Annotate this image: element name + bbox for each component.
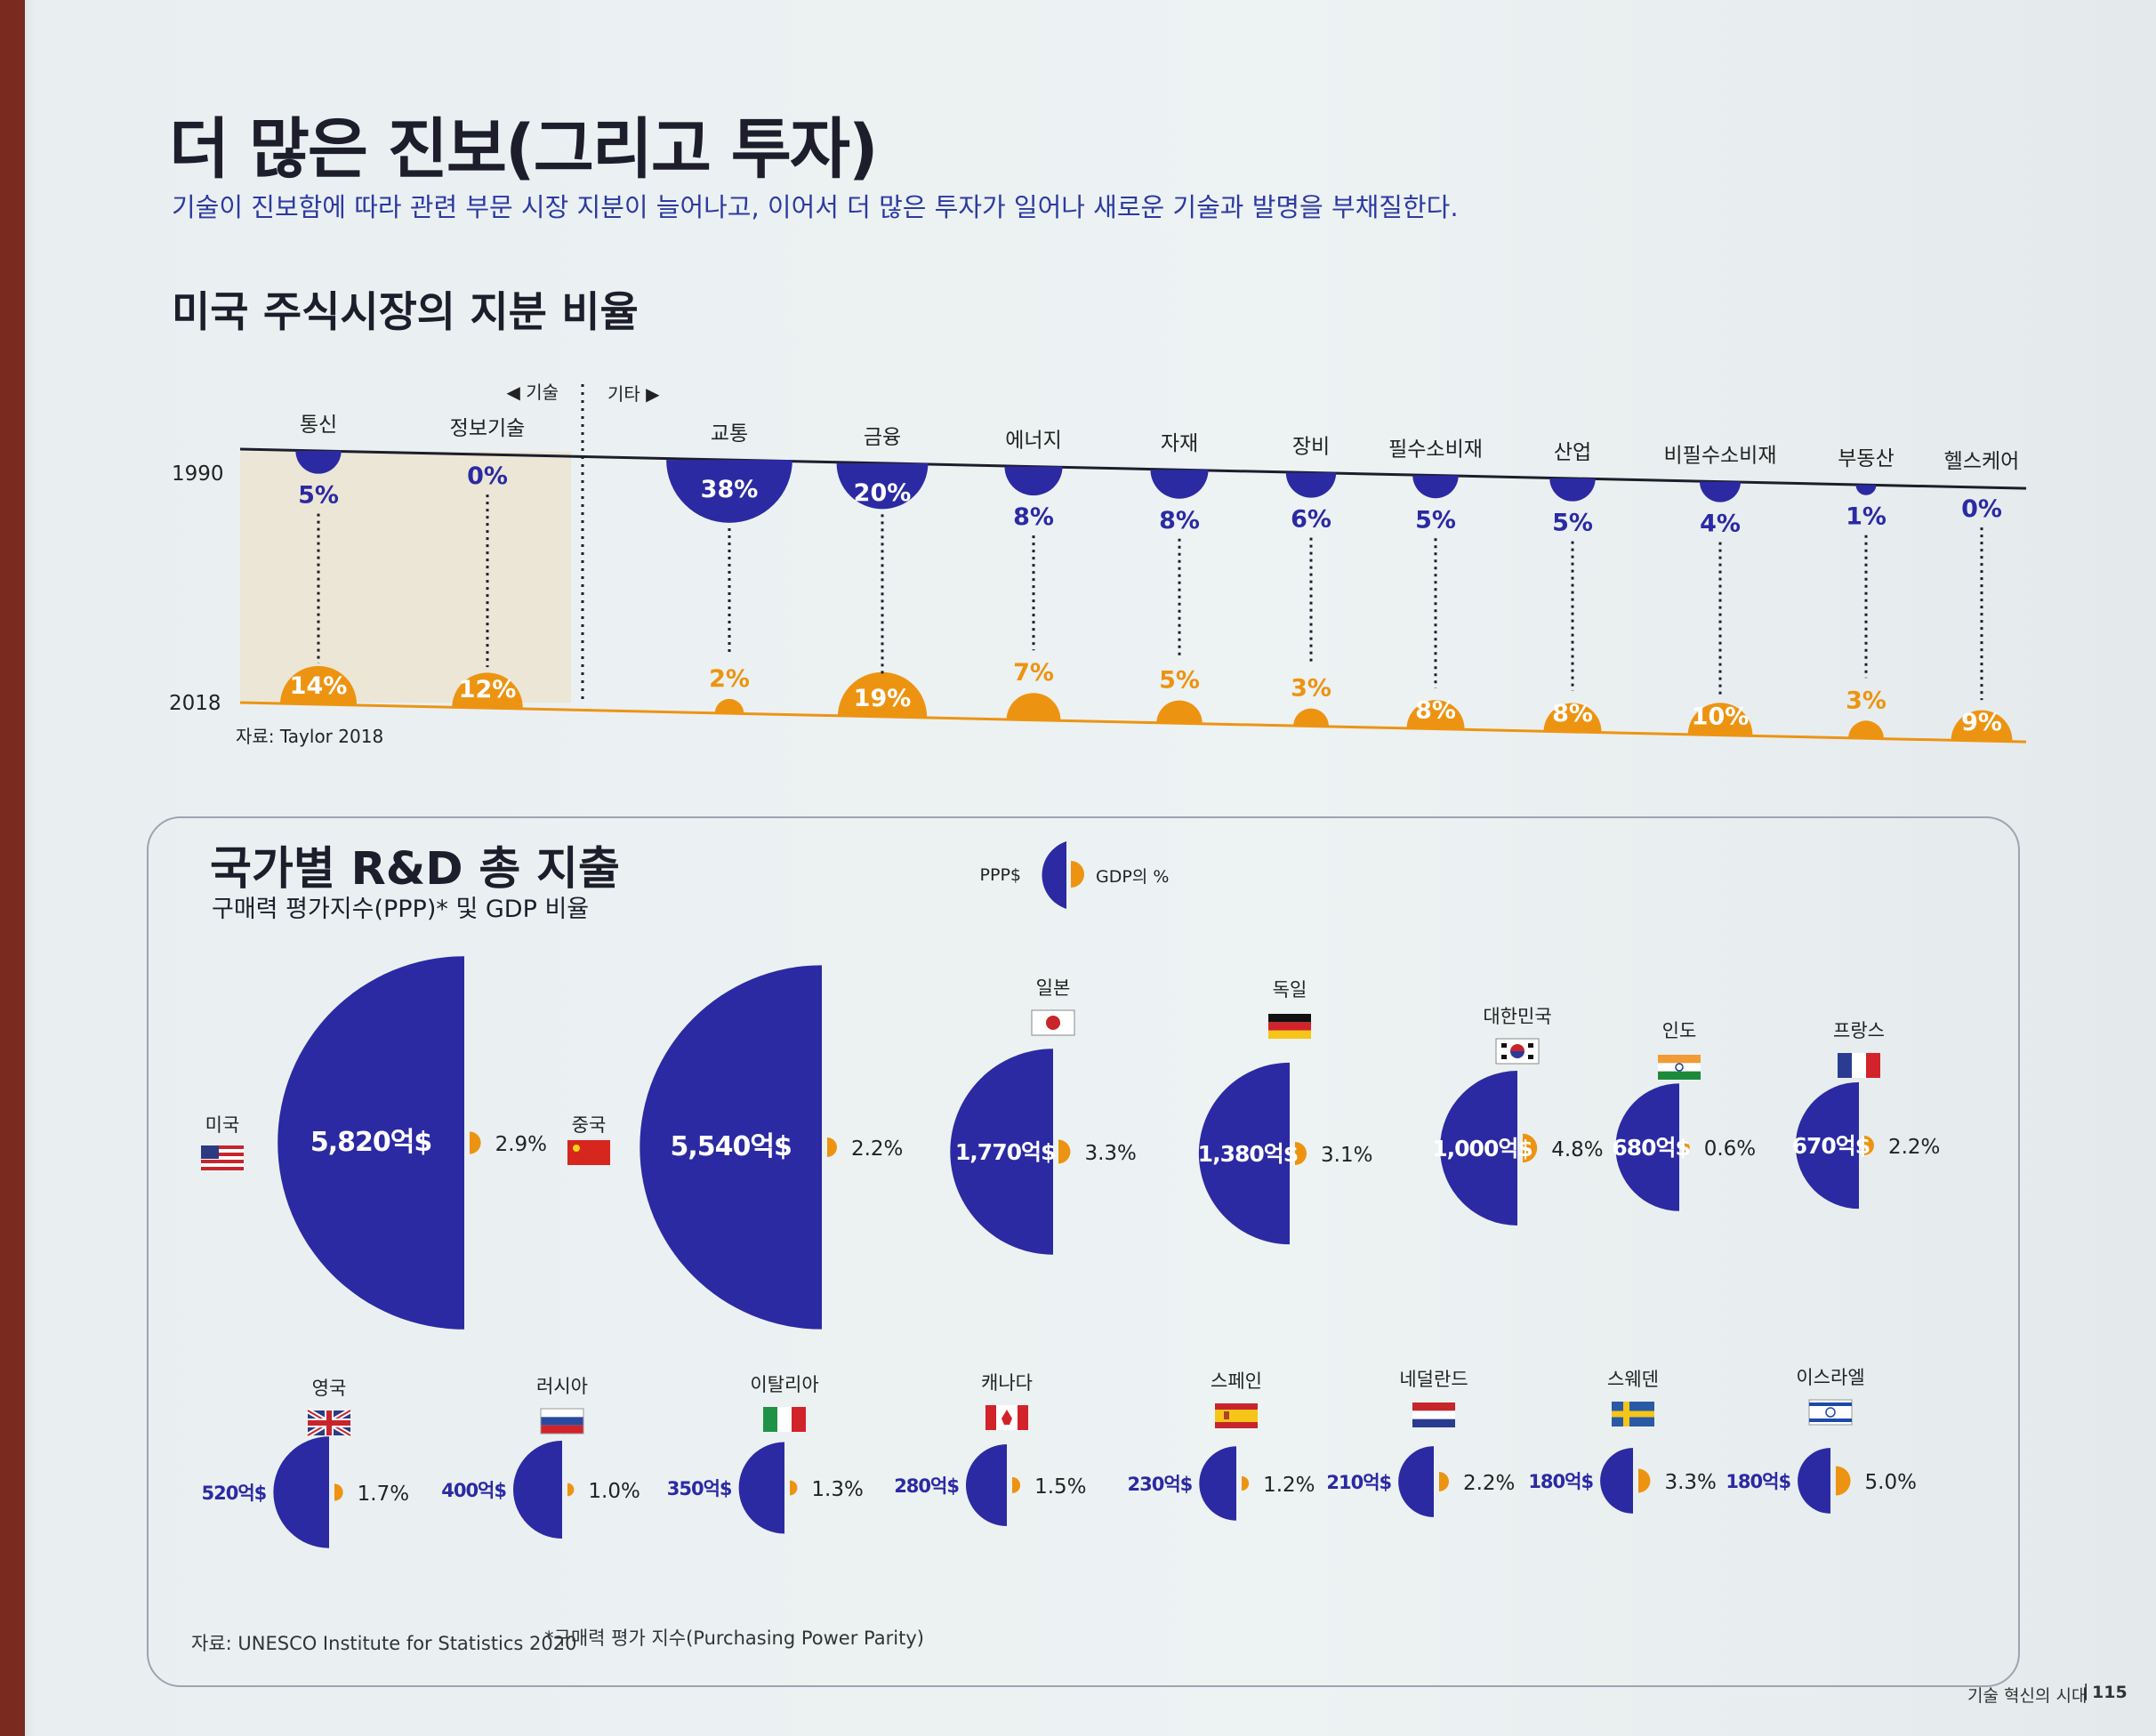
bar-2018: [452, 672, 523, 709]
data-label-1990: 6%: [1291, 506, 1331, 534]
book-spine: [0, 0, 25, 1736]
category-label: 정보기술: [450, 417, 526, 440]
bar-1990: [1004, 466, 1063, 496]
bar-2018: [1156, 700, 1203, 724]
data-label-2018: 3%: [1846, 687, 1886, 714]
data-label-1990: 0%: [1961, 495, 2002, 523]
category-label: 통신: [300, 414, 337, 437]
data-label-2018: 9%: [1961, 709, 2002, 736]
data-label-2018: 12%: [459, 676, 517, 703]
bar-2018: [1293, 708, 1329, 727]
page-title: 더 많은 진보(그리고 투자): [169, 111, 879, 188]
section2-source: 자료: UNESCO Institute for Statistics 2020: [191, 1633, 577, 1654]
bar-2018: [1543, 703, 1602, 732]
section2-footnote: *구매력 평가 지수(Purchasing Power Parity): [544, 1628, 924, 1649]
bar-1990: [295, 450, 342, 474]
bar-2018: [1951, 710, 2013, 742]
bar-1990: [1549, 478, 1596, 502]
baseline-2018: [239, 701, 2027, 743]
tech-group-background: [240, 452, 571, 703]
rd-panel: [147, 816, 2020, 1687]
other-group-label: 기타 ▶: [607, 383, 660, 405]
data-label-1990: 4%: [1700, 510, 1741, 538]
data-label-2018: 8%: [1552, 700, 1593, 727]
data-label-1990: 8%: [1159, 507, 1200, 534]
bar-2018: [1848, 720, 1884, 739]
category-label: 장비: [1292, 435, 1330, 458]
bar-1990: [836, 462, 929, 510]
section1-title: 미국 주식시장의 지분 비율: [172, 288, 639, 337]
data-label-2018: 10%: [1692, 703, 1750, 731]
category-label: 자재: [1161, 432, 1198, 455]
data-label-2018: 14%: [290, 672, 348, 700]
bar-1990: [1412, 475, 1459, 499]
category-label: 필수소비재: [1388, 438, 1483, 462]
data-label-2018: 7%: [1013, 659, 1054, 687]
bar-2018: [279, 665, 358, 704]
bar-1990: [1285, 472, 1337, 498]
bar-1990: [666, 460, 792, 523]
data-label-1990: 8%: [1013, 503, 1054, 531]
bar-2018: [714, 698, 744, 714]
data-label-1990: 5%: [1415, 506, 1456, 534]
category-label: 교통: [711, 422, 748, 446]
data-label-2018: 19%: [854, 685, 912, 712]
data-label-2018: 2%: [709, 665, 750, 693]
data-label-1990: 5%: [298, 482, 339, 510]
category-label: 금융: [864, 426, 901, 449]
data-label-1990: 5%: [1552, 510, 1593, 537]
section1-source: 자료: Taylor 2018: [236, 726, 383, 747]
category-label: 부동산: [1838, 447, 1894, 470]
data-label-2018: 5%: [1159, 667, 1200, 695]
category-label: 헬스케어: [1944, 450, 2020, 473]
page-subtitle: 기술이 진보함에 따라 관련 부문 시장 지분이 늘어나고, 이어서 더 많은 …: [172, 192, 1459, 222]
bar-1990: [1150, 470, 1209, 499]
section2-subtitle: 구매력 평가지수(PPP)* 및 GDP 비율: [212, 896, 590, 923]
bar-2018: [1406, 700, 1465, 729]
footer-separator: |: [2083, 1681, 2089, 1700]
stock-share-chart: ◀ 기술 기타 ▶ 1990 2018 자료: Taylor 2018 통신 5% 14% 정보…: [169, 382, 2027, 747]
category-label: 산업: [1554, 441, 1591, 464]
page-number: 115: [2092, 1683, 2128, 1702]
data-label-1990: 38%: [701, 476, 759, 503]
data-label-1990: 20%: [854, 479, 912, 507]
bar-2018: [1687, 703, 1753, 735]
bar-1990: [1700, 481, 1741, 502]
tech-group-label: ◀ 기술: [506, 382, 559, 403]
data-label-2018: 3%: [1291, 675, 1331, 703]
bar-2018: [837, 671, 928, 717]
x-label-1990: 1990: [172, 462, 224, 486]
x-label-2018: 2018: [169, 692, 221, 715]
bar-1990: [1855, 485, 1877, 495]
category-label: 비필수소비재: [1664, 445, 1777, 468]
data-label-1990: 0%: [467, 462, 508, 490]
section2-title: 국가별 R&D 총 지출: [210, 843, 620, 896]
category-label: 에너지: [1005, 430, 1061, 453]
data-label-1990: 1%: [1846, 503, 1886, 531]
footer-chapter: 기술 혁신의 시대: [1967, 1686, 2088, 1706]
bar-2018: [1006, 693, 1061, 720]
data-label-2018: 8%: [1415, 697, 1456, 725]
